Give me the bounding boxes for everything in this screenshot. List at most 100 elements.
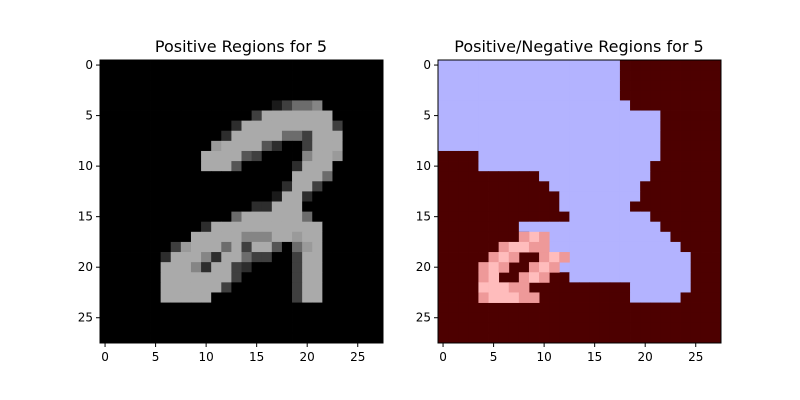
heatmap-cell: [599, 130, 611, 142]
heatmap-cell: [528, 231, 540, 243]
heatmap-cell: [201, 171, 212, 182]
heatmap-cell: [690, 140, 702, 152]
heatmap-cell: [599, 262, 611, 273]
heatmap-cell: [589, 282, 601, 293]
heatmap-cell: [352, 161, 364, 172]
heatmap-cell: [619, 150, 631, 162]
heatmap-cell: [549, 90, 560, 101]
right-axes-frame: [437, 59, 722, 344]
heatmap-cell: [140, 181, 151, 192]
heatmap-cell: [488, 60, 500, 71]
heatmap-cell: [710, 332, 722, 344]
heatmap-cell: [569, 171, 580, 182]
heatmap-cell: [680, 60, 692, 71]
heatmap-cell: [670, 201, 681, 213]
heatmap-cell: [528, 332, 540, 344]
y-tick-label: 25: [416, 311, 431, 325]
heatmap-cell: [281, 140, 293, 152]
heatmap-cell: [630, 282, 641, 293]
heatmap-cell: [569, 252, 580, 263]
heatmap-cell: [539, 272, 550, 283]
heatmap-cell: [690, 272, 702, 283]
heatmap-cell: [221, 130, 232, 142]
heatmap-cell: [630, 332, 641, 344]
heatmap-cell: [448, 252, 459, 263]
heatmap-cell: [312, 282, 323, 293]
heatmap-cell: [528, 70, 540, 81]
heatmap-cell: [498, 70, 510, 81]
heatmap-cell: [221, 302, 232, 314]
heatmap-cell: [322, 252, 333, 263]
heatmap-cell: [599, 100, 611, 111]
heatmap-cell: [372, 201, 384, 213]
heatmap-cell: [130, 201, 141, 213]
heatmap-cell: [332, 60, 343, 71]
heatmap-cell: [559, 130, 570, 142]
heatmap-cell: [170, 211, 182, 223]
heatmap-cell: [670, 241, 681, 253]
heatmap-cell: [640, 181, 651, 192]
heatmap-cell: [488, 100, 500, 111]
heatmap-cell: [670, 211, 681, 223]
heatmap-cell: [569, 70, 580, 81]
heatmap-cell: [488, 252, 500, 263]
heatmap-cell: [342, 120, 354, 132]
heatmap-cell: [271, 181, 283, 192]
heatmap-cell: [140, 80, 151, 91]
heatmap-cell: [488, 272, 500, 283]
heatmap-cell: [539, 211, 550, 223]
heatmap-cell: [579, 181, 591, 192]
heatmap-cell: [292, 191, 303, 202]
heatmap-cell: [650, 292, 661, 303]
heatmap-cell: [221, 191, 232, 202]
heatmap-cell: [332, 80, 343, 91]
heatmap-cell: [458, 292, 469, 303]
heatmap-cell: [241, 322, 253, 334]
heatmap-cell: [281, 161, 293, 172]
heatmap-cell: [130, 120, 141, 132]
heatmap-cell: [438, 130, 449, 142]
heatmap-cell: [332, 90, 343, 101]
heatmap-cell: [599, 191, 611, 202]
x-tick-label: 0: [101, 350, 109, 364]
heatmap-cell: [362, 140, 374, 152]
heatmap-cell: [241, 221, 253, 233]
heatmap-cell: [372, 140, 384, 152]
heatmap-cell: [680, 272, 692, 283]
heatmap-cell: [528, 272, 540, 283]
x-tick-label: 10: [536, 350, 551, 364]
heatmap-cell: [160, 292, 172, 303]
heatmap-cell: [599, 120, 611, 132]
heatmap-cell: [690, 211, 702, 223]
heatmap-cell: [599, 171, 611, 182]
heatmap-cell: [670, 80, 681, 91]
heatmap-cell: [201, 120, 212, 132]
heatmap-cell: [271, 80, 283, 91]
heatmap-cell: [281, 191, 293, 202]
heatmap-cell: [599, 211, 611, 223]
heatmap-cell: [569, 231, 580, 243]
heatmap-cell: [549, 322, 560, 334]
heatmap-cell: [342, 322, 354, 334]
heatmap-cell: [261, 231, 273, 243]
heatmap-cell: [160, 100, 172, 111]
heatmap-cell: [508, 150, 520, 162]
heatmap-cell: [549, 80, 560, 91]
heatmap-cell: [281, 322, 293, 334]
heatmap-cell: [150, 211, 162, 223]
heatmap-cell: [140, 100, 151, 111]
heatmap-cell: [528, 60, 540, 71]
heatmap-cell: [539, 241, 550, 253]
heatmap-cell: [488, 221, 500, 233]
heatmap-cell: [660, 120, 671, 132]
heatmap-cell: [251, 150, 263, 162]
heatmap-cell: [190, 181, 202, 192]
heatmap-cell: [180, 110, 192, 122]
heatmap-cell: [120, 292, 131, 303]
heatmap-cell: [458, 130, 469, 142]
heatmap-cell: [362, 130, 374, 142]
heatmap-cell: [110, 262, 121, 273]
heatmap-cell: [160, 150, 172, 162]
heatmap-cell: [539, 80, 550, 91]
heatmap-cell: [559, 302, 570, 314]
